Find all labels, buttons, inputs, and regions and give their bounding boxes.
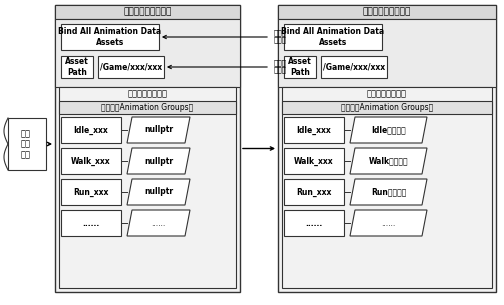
- Bar: [55, 5, 240, 292]
- Bar: [61, 210, 121, 236]
- Bar: [284, 210, 344, 236]
- Text: /Game/xxx/xxx: /Game/xxx/xxx: [323, 63, 385, 71]
- Bar: [61, 24, 159, 50]
- Polygon shape: [350, 179, 427, 205]
- Text: Run_xxx: Run_xxx: [296, 188, 332, 196]
- Bar: [61, 148, 121, 174]
- Text: 指定素
材路径: 指定素 材路径: [274, 59, 287, 73]
- Text: 一键绑
定按鈕: 一键绑 定按鈕: [274, 29, 287, 43]
- Bar: [282, 101, 492, 114]
- Text: Walk_xxx: Walk_xxx: [71, 156, 111, 166]
- Bar: [98, 56, 164, 78]
- Text: ......: ......: [82, 218, 100, 228]
- Text: 素材自动化读取工具: 素材自动化读取工具: [363, 8, 411, 16]
- Bar: [284, 117, 344, 143]
- Text: Run动画素材: Run动画素材: [371, 188, 406, 196]
- Text: 自动化设置的数据: 自动化设置的数据: [128, 89, 167, 99]
- Text: 动画组（Animation Groups）: 动画组（Animation Groups）: [101, 103, 194, 112]
- Text: Asset
Path: Asset Path: [288, 57, 312, 77]
- Bar: [278, 5, 496, 19]
- Bar: [278, 5, 496, 292]
- Text: ......: ......: [382, 218, 396, 228]
- Text: 素材自动化读取工具: 素材自动化读取工具: [123, 8, 172, 16]
- Polygon shape: [350, 117, 427, 143]
- Polygon shape: [350, 210, 427, 236]
- Text: 动画
素材
数据: 动画 素材 数据: [21, 129, 31, 159]
- Text: Idle_xxx: Idle_xxx: [74, 125, 108, 135]
- Polygon shape: [127, 210, 190, 236]
- Text: Run_xxx: Run_xxx: [73, 188, 109, 196]
- Bar: [59, 87, 236, 288]
- Polygon shape: [350, 148, 427, 174]
- Text: nullptr: nullptr: [144, 156, 173, 166]
- Bar: [282, 87, 492, 288]
- Text: nullptr: nullptr: [144, 188, 173, 196]
- Polygon shape: [127, 117, 190, 143]
- Text: Idle_xxx: Idle_xxx: [297, 125, 331, 135]
- Text: Bind All Animation Data
Assets: Bind All Animation Data Assets: [58, 27, 162, 47]
- Bar: [8, 118, 46, 170]
- Text: ......: ......: [151, 218, 166, 228]
- Text: Walk动画素材: Walk动画素材: [369, 156, 408, 166]
- Bar: [59, 101, 236, 114]
- Bar: [284, 179, 344, 205]
- Bar: [61, 179, 121, 205]
- Text: nullptr: nullptr: [144, 125, 173, 135]
- Bar: [284, 24, 382, 50]
- Text: Idle动画素材: Idle动画素材: [371, 125, 406, 135]
- Bar: [61, 56, 93, 78]
- Bar: [321, 56, 387, 78]
- Bar: [61, 117, 121, 143]
- Text: Walk_xxx: Walk_xxx: [294, 156, 334, 166]
- Text: 自动化设置的数据: 自动化设置的数据: [367, 89, 407, 99]
- Text: /Game/xxx/xxx: /Game/xxx/xxx: [100, 63, 162, 71]
- Bar: [55, 5, 240, 19]
- Bar: [284, 148, 344, 174]
- Polygon shape: [127, 148, 190, 174]
- Text: Bind All Animation Data
Assets: Bind All Animation Data Assets: [281, 27, 385, 47]
- Text: 动画组（Animation Groups）: 动画组（Animation Groups）: [341, 103, 433, 112]
- Text: ......: ......: [305, 218, 323, 228]
- Bar: [284, 56, 316, 78]
- Polygon shape: [127, 179, 190, 205]
- Text: Asset
Path: Asset Path: [65, 57, 89, 77]
- Bar: [278, 19, 496, 87]
- Bar: [55, 19, 240, 87]
